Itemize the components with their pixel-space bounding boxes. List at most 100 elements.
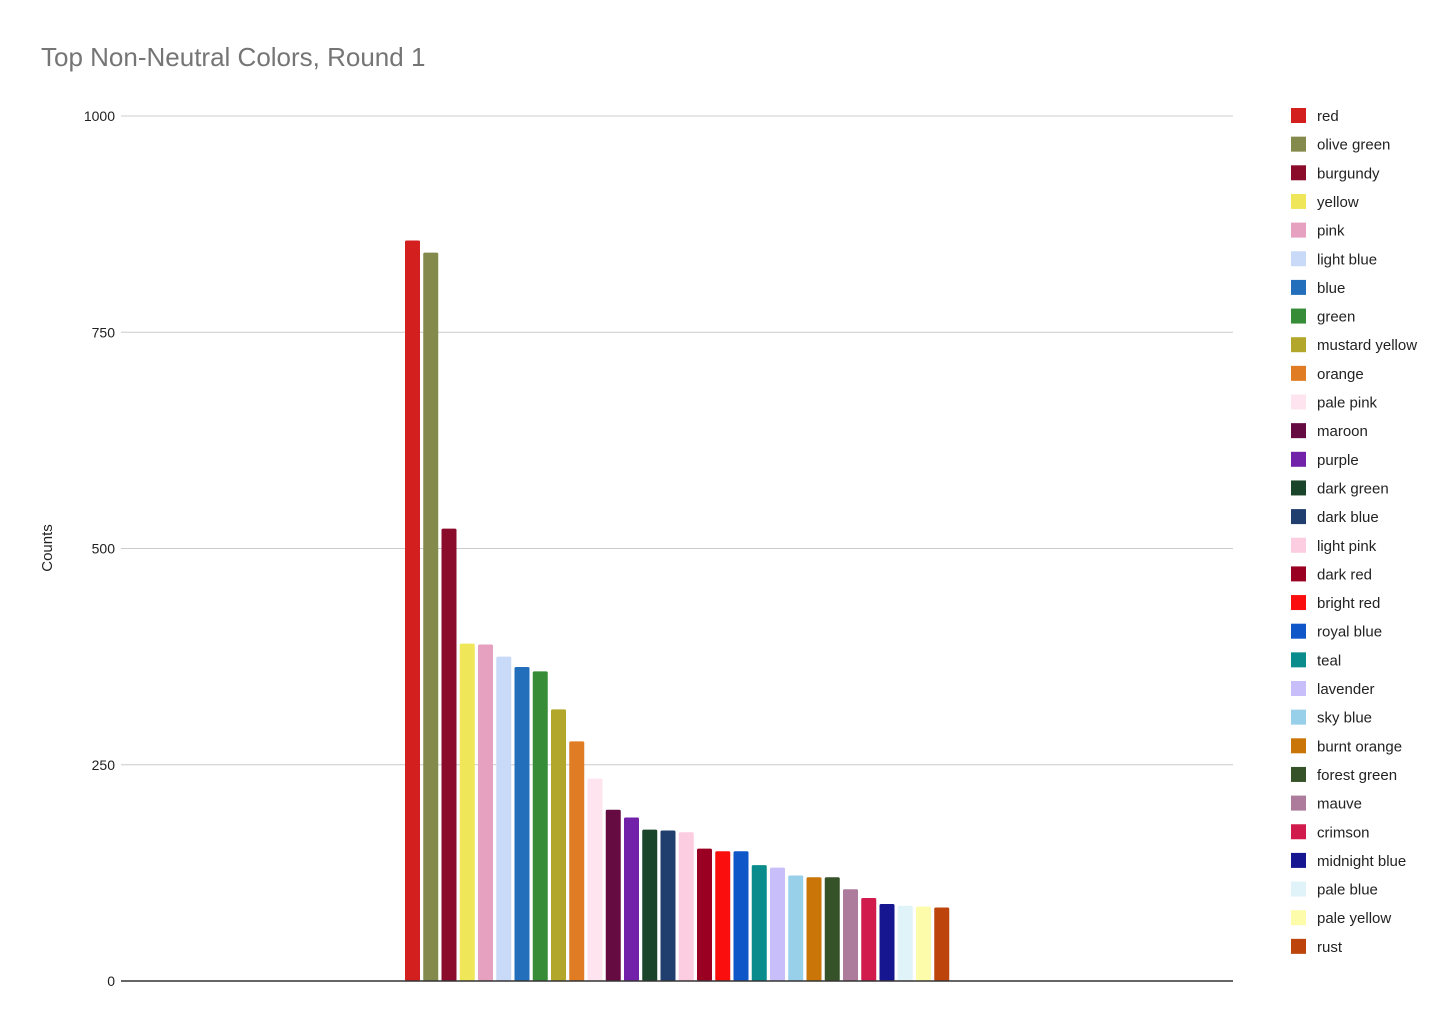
bar-orange[interactable] [569, 741, 585, 981]
bar-dark-blue[interactable] [660, 830, 676, 981]
legend-swatch [1291, 193, 1306, 209]
legend-swatch [1291, 451, 1306, 467]
legend-item[interactable]: olive green [1291, 136, 1390, 154]
legend-swatch [1291, 795, 1306, 811]
bar-crimson[interactable] [861, 897, 877, 981]
bar-pale-blue[interactable] [897, 905, 913, 981]
bar-teal[interactable] [751, 865, 767, 981]
legend-label: teal [1317, 652, 1341, 669]
bar-red[interactable] [405, 240, 420, 981]
legend-swatch [1291, 881, 1306, 897]
legend-item[interactable]: yellow [1291, 193, 1359, 211]
legend-swatch [1291, 365, 1306, 381]
legend-label: pale pink [1317, 395, 1378, 412]
legend-swatch [1291, 423, 1306, 439]
legend-label: purple [1317, 452, 1359, 469]
legend-item[interactable]: dark blue [1291, 509, 1379, 526]
legend-label: orange [1317, 366, 1364, 383]
legend-label: mauve [1317, 796, 1362, 813]
legend-swatch [1291, 766, 1306, 782]
bar-lavender[interactable] [770, 867, 785, 981]
bar-rust[interactable] [934, 907, 950, 981]
legend-label: dark green [1317, 480, 1389, 497]
legend-swatch [1291, 222, 1306, 238]
legend-swatch [1291, 595, 1306, 611]
bar-dark-red[interactable] [697, 848, 712, 981]
legend-swatch [1291, 852, 1306, 868]
legend-label: green [1317, 309, 1355, 326]
legend: red olive green burgundy yellow pink light bl… [1291, 108, 1417, 956]
legend-label: red [1317, 108, 1339, 125]
bar-light-pink[interactable] [678, 832, 694, 981]
y-tick-label: 250 [92, 757, 116, 773]
bar-dark-green[interactable] [642, 829, 658, 981]
legend-item[interactable]: red [1291, 108, 1339, 125]
legend-item[interactable]: blue [1291, 279, 1345, 297]
legend-item[interactable]: dark red [1291, 566, 1372, 583]
legend-label: maroon [1317, 423, 1368, 440]
bar-mustard-yellow[interactable] [551, 709, 566, 981]
legend-swatch [1291, 337, 1306, 353]
bar-sky-blue[interactable] [788, 875, 804, 981]
bar-forest-green[interactable] [824, 877, 840, 981]
legend-item[interactable]: pink [1291, 222, 1345, 240]
bar-purple[interactable] [624, 817, 639, 981]
legend-item[interactable]: light pink [1291, 537, 1377, 555]
legend-item[interactable]: rust [1291, 938, 1343, 956]
legend-item[interactable]: pale blue [1291, 881, 1378, 899]
legend-item[interactable]: burnt orange [1291, 738, 1402, 755]
legend-swatch [1291, 509, 1306, 525]
legend-item[interactable]: orange [1291, 365, 1364, 383]
bar-green[interactable] [532, 671, 548, 981]
bar-royal-blue[interactable] [733, 851, 749, 981]
legend-item[interactable]: midnight blue [1291, 852, 1406, 870]
bar-olive-green[interactable] [423, 252, 439, 982]
bar-burnt-orange[interactable] [806, 877, 822, 981]
y-axis-ticks: 0 250 500 750 1000 [84, 108, 115, 989]
legend-item[interactable]: dark green [1291, 480, 1389, 497]
legend-item[interactable]: pale yellow [1291, 910, 1391, 927]
bar-yellow[interactable] [459, 643, 475, 981]
legend-label: midnight blue [1317, 853, 1406, 870]
legend-item[interactable]: royal blue [1291, 623, 1382, 641]
bar-maroon[interactable] [605, 809, 621, 981]
legend-item[interactable]: maroon [1291, 423, 1368, 440]
legend-item[interactable]: teal [1291, 652, 1341, 669]
legend-item[interactable]: green [1291, 308, 1355, 326]
bar-light-blue[interactable] [496, 656, 512, 981]
legend-label: royal blue [1317, 624, 1382, 641]
legend-item[interactable]: sky blue [1291, 709, 1372, 727]
legend-label: pink [1317, 223, 1345, 240]
legend-swatch [1291, 681, 1306, 696]
bar-pink[interactable] [478, 644, 493, 981]
legend-label: dark red [1317, 566, 1372, 583]
legend-item[interactable]: crimson [1291, 824, 1370, 841]
legend-label: burgundy [1317, 165, 1380, 182]
legend-swatch [1291, 537, 1306, 553]
bar-pale-pink[interactable] [587, 778, 603, 981]
y-axis-label: Counts [39, 524, 56, 572]
legend-swatch [1291, 709, 1306, 725]
bar-pale-yellow[interactable] [916, 906, 931, 981]
bar-burgundy[interactable] [441, 528, 457, 981]
legend-item[interactable]: mauve [1291, 795, 1362, 813]
bar-bright-red[interactable] [715, 851, 731, 981]
legend-item[interactable]: pale pink [1291, 394, 1378, 412]
legend-item[interactable]: light blue [1291, 251, 1377, 268]
bar-mauve[interactable] [843, 889, 858, 981]
legend-item[interactable]: mustard yellow [1291, 337, 1417, 354]
legend-item[interactable]: forest green [1291, 766, 1397, 784]
legend-swatch [1291, 738, 1306, 754]
bar-blue[interactable] [514, 667, 530, 981]
legend-item[interactable]: burgundy [1291, 165, 1380, 182]
legend-item[interactable]: bright red [1291, 595, 1380, 612]
legend-label: pale blue [1317, 882, 1378, 899]
bar-midnight-blue[interactable] [879, 904, 895, 981]
y-tick-label: 0 [107, 973, 115, 989]
legend-label: forest green [1317, 767, 1397, 784]
legend-item[interactable]: lavender [1291, 681, 1375, 698]
legend-swatch [1291, 910, 1306, 926]
legend-item[interactable]: purple [1291, 451, 1359, 469]
